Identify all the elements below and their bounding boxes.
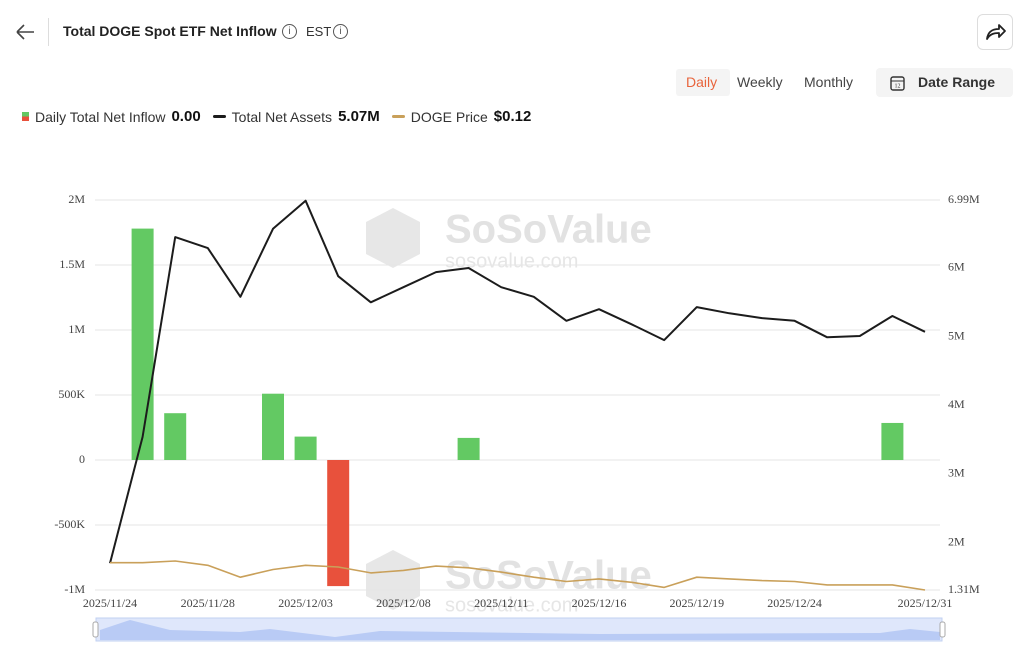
y-tick-label: 2M <box>68 192 85 206</box>
y-tick-label: -500K <box>54 517 85 531</box>
navigator[interactable] <box>92 617 946 642</box>
x-tick-label: 2025/11/28 <box>181 596 235 610</box>
y-tick-label: 500K <box>58 387 85 401</box>
x-tick-label: 2025/12/08 <box>376 596 431 610</box>
legend-label: Daily Total Net Inflow <box>35 108 166 125</box>
bar <box>327 460 350 587</box>
navigator-area <box>100 620 940 640</box>
watermark-logo <box>366 208 420 268</box>
watermark-site: sosovalue.com <box>445 594 578 616</box>
tab-bg <box>676 69 730 96</box>
navigator-handle[interactable] <box>939 621 946 638</box>
line <box>110 560 926 591</box>
watermark-site: sosovalue.com <box>445 250 578 272</box>
y2-tick-label: 6.99M <box>948 192 980 206</box>
watermark-logo <box>366 550 420 610</box>
legend-label: Total Net Assets <box>231 108 333 125</box>
calendar-icon: 12 <box>890 76 905 91</box>
page-title: Total DOGE Spot ETF Net Inflow <box>63 23 277 39</box>
back-button[interactable] <box>14 22 36 42</box>
info-icon[interactable]: i <box>282 24 297 39</box>
tab-daily[interactable]: Daily <box>686 74 718 90</box>
y2-tick-label: 5M <box>948 328 965 342</box>
x-tick-label: 2025/12/24 <box>767 596 822 610</box>
bar <box>881 422 904 460</box>
y2-tick-label: 3M <box>948 466 965 480</box>
y2-tick-label: 2M <box>948 534 965 548</box>
y2-tick-label: 6M <box>948 260 965 274</box>
bar <box>457 437 480 460</box>
x-tick-label: 2025/12/31 <box>898 596 953 610</box>
separator <box>48 18 49 46</box>
legend-value: 5.07M <box>338 108 380 125</box>
legend-item: Total Net Assets 5.07M <box>212 108 380 125</box>
watermark-brand: SoSoValue <box>445 554 652 598</box>
y-tick-label: 0 <box>79 452 85 466</box>
share-icon <box>986 24 1006 40</box>
bar <box>294 436 317 460</box>
svg-text:12: 12 <box>895 83 901 89</box>
x-tick-label: 2025/12/03 <box>278 596 333 610</box>
line <box>109 199 926 564</box>
bar <box>164 413 187 460</box>
timezone: EST <box>306 24 332 39</box>
navigator-handle[interactable] <box>92 621 99 638</box>
legend-item: Daily Total Net Inflow 0.00 <box>22 108 201 125</box>
tab-monthly[interactable]: Monthly <box>804 74 854 90</box>
share-button[interactable] <box>977 14 1013 50</box>
info-icon[interactable]: i <box>333 24 348 39</box>
legend-value: 0.00 <box>171 108 201 125</box>
legend-marker <box>212 115 226 118</box>
bar <box>262 393 284 460</box>
y-tick-label: 1M <box>68 322 85 336</box>
y2-tick-label: 1.31M <box>948 582 980 596</box>
date-range-label: Date Range <box>918 74 996 90</box>
watermark <box>366 208 420 610</box>
x-tick-label: 2025/11/24 <box>83 596 137 610</box>
legend-item: DOGE Price $0.12 <box>391 108 532 125</box>
legend-marker <box>391 115 405 118</box>
x-tick-label: 2025/12/11 <box>474 596 528 610</box>
bar <box>131 228 154 460</box>
watermark-brand: SoSoValue <box>445 208 652 252</box>
legend-label: DOGE Price <box>410 108 488 125</box>
y2-tick-label: 4M <box>948 397 965 411</box>
y-tick-label: -1M <box>64 582 85 596</box>
legend-value: $0.12 <box>493 108 532 125</box>
legend-marker <box>22 112 29 121</box>
tab-weekly[interactable]: Weekly <box>737 74 783 90</box>
x-tick-label: 2025/12/19 <box>669 596 724 610</box>
y-tick-label: 1.5M <box>59 257 85 271</box>
x-tick-label: 2025/12/16 <box>572 596 627 610</box>
legend: Daily Total Net Inflow 0.00 Total Net Asse… <box>22 108 531 125</box>
date-range-button[interactable]: 12 Date Range <box>876 68 1013 97</box>
